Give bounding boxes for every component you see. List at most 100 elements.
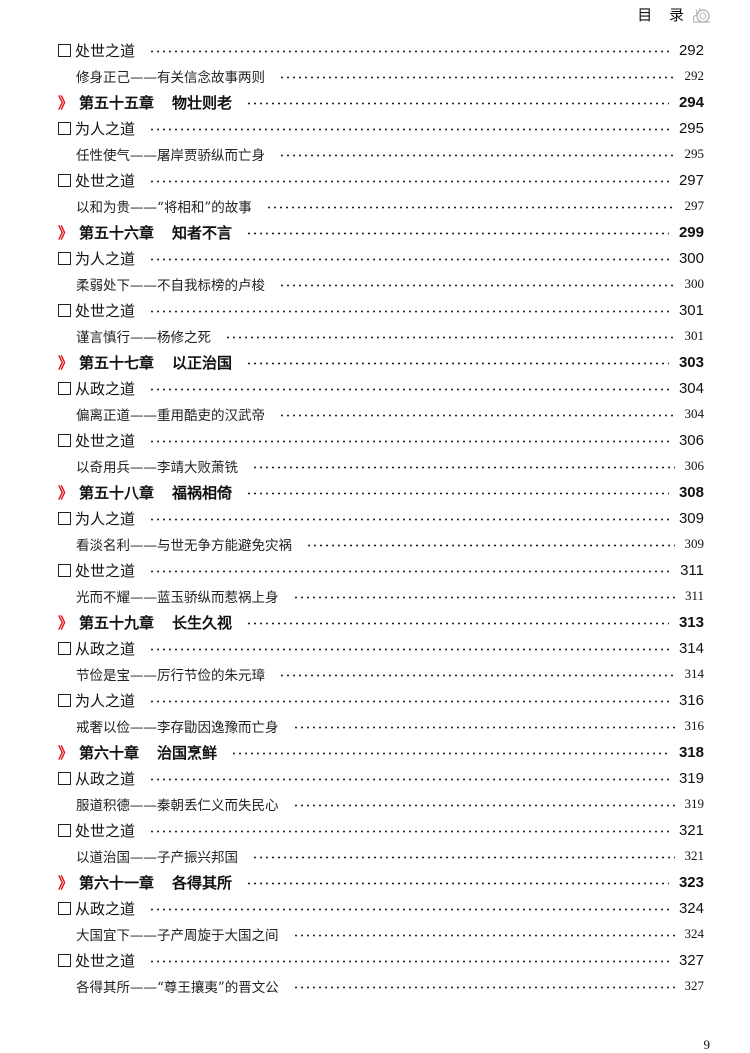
page-number-ref: 324 xyxy=(684,926,705,941)
dot-leader xyxy=(149,830,669,833)
chapter-number: 第五十九章 xyxy=(79,613,155,632)
entry-label: 从政之道 xyxy=(58,638,135,659)
toc-story-entry[interactable]: 任性使气——屠岸贾骄纵而亡身 295 xyxy=(58,141,704,167)
checkbox-square-icon xyxy=(58,303,71,317)
toc-story-entry[interactable]: 大国宜下——子产周旋于大国之间 324 xyxy=(58,921,704,947)
chapter-arrow-icon: 》 xyxy=(58,353,74,372)
page-number-ref: 309 xyxy=(678,509,704,527)
page-number-ref: 321 xyxy=(678,821,704,839)
toc-chapter-entry[interactable]: 》第六十一章 各得其所 323 xyxy=(58,869,704,895)
checkbox-square-icon xyxy=(58,641,71,655)
toc-chapter-entry[interactable]: 》第五十六章 知者不言 299 xyxy=(58,219,704,245)
page-number-ref: 327 xyxy=(678,951,704,969)
toc-section-entry[interactable]: 处世之道 297 xyxy=(58,167,704,193)
toc-story-entry[interactable]: 偏离正道——重用酷吏的汉武帝 304 xyxy=(58,401,704,427)
chapter-number: 第五十六章 xyxy=(79,223,155,242)
entry-label: 以道治国——子产振兴邦国 xyxy=(76,850,238,866)
page-number-ref: 327 xyxy=(684,978,705,993)
dot-leader xyxy=(246,362,669,365)
toc-story-entry[interactable]: 柔弱处下——不自我标榜的卢梭 300 xyxy=(58,271,704,297)
toc-section-entry[interactable]: 处世之道 311 xyxy=(58,557,704,583)
toc-story-entry[interactable]: 以和为贵——“将相和”的故事 297 xyxy=(58,193,704,219)
toc-story-entry[interactable]: 服道积德——秦朝丢仁义而失民心 319 xyxy=(58,791,704,817)
toc-chapter-entry[interactable]: 》第五十五章 物壮则老 294 xyxy=(58,89,704,115)
dot-leader xyxy=(279,674,675,677)
dot-leader xyxy=(252,856,675,859)
dot-leader xyxy=(149,960,669,963)
entry-label: 》第五十九章 长生久视 xyxy=(58,612,232,633)
entry-label: 从政之道 xyxy=(58,378,135,399)
chapter-title: 长生久视 xyxy=(172,613,233,632)
page-number-ref: 306 xyxy=(678,431,704,449)
page-number-ref: 311 xyxy=(684,588,704,603)
entry-label: 》第五十六章 知者不言 xyxy=(58,222,232,243)
chapter-arrow-icon: 》 xyxy=(58,613,74,632)
toc-story-entry[interactable]: 以道治国——子产振兴邦国 321 xyxy=(58,843,704,869)
chapter-arrow-icon: 》 xyxy=(58,873,74,892)
entry-label: 》第五十八章 福祸相倚 xyxy=(58,482,232,503)
toc-section-entry[interactable]: 为人之道 309 xyxy=(58,505,704,531)
toc-story-entry[interactable]: 谨言慎行——杨修之死 301 xyxy=(58,323,704,349)
entry-label: 节俭是宝——厉行节俭的朱元璋 xyxy=(76,668,265,684)
page-number-ref: 318 xyxy=(678,743,704,761)
page-number-ref: 314 xyxy=(684,666,705,681)
dot-leader xyxy=(246,622,669,625)
dot-leader xyxy=(246,232,669,235)
dot-leader xyxy=(225,336,675,339)
section-title: 为人之道 xyxy=(75,509,136,528)
toc-story-entry[interactable]: 看淡名利——与世无争方能避免灾祸 309 xyxy=(58,531,704,557)
entry-label: 柔弱处下——不自我标榜的卢梭 xyxy=(76,278,265,294)
dot-leader xyxy=(246,492,669,495)
toc-section-entry[interactable]: 处世之道 321 xyxy=(58,817,704,843)
dot-leader xyxy=(279,76,675,79)
toc-section-entry[interactable]: 为人之道 316 xyxy=(58,687,704,713)
dot-leader xyxy=(149,310,669,313)
toc-story-entry[interactable]: 修身正己——有关信念故事两则 292 xyxy=(58,63,704,89)
entry-label: 处世之道 xyxy=(58,40,135,61)
page-number-ref: 297 xyxy=(678,171,704,189)
section-title: 处世之道 xyxy=(75,821,136,840)
toc-story-entry[interactable]: 节俭是宝——厉行节俭的朱元璋 314 xyxy=(58,661,704,687)
toc-section-entry[interactable]: 处世之道 301 xyxy=(58,297,704,323)
toc-story-entry[interactable]: 以奇用兵——李靖大败萧铣 306 xyxy=(58,453,704,479)
toc-chapter-entry[interactable]: 》第六十章 治国烹鲜 318 xyxy=(58,739,704,765)
page-number-ref: 323 xyxy=(678,873,704,891)
toc-section-entry[interactable]: 为人之道 300 xyxy=(58,245,704,271)
toc-story-entry[interactable]: 戒奢以俭——李存勖因逸豫而亡身 316 xyxy=(58,713,704,739)
toc-section-entry[interactable]: 处世之道 292 xyxy=(58,37,704,63)
toc-chapter-entry[interactable]: 》第五十七章 以正治国 303 xyxy=(58,349,704,375)
toc-chapter-entry[interactable]: 》第五十九章 长生久视 313 xyxy=(58,609,704,635)
toc-chapter-entry[interactable]: 》第五十八章 福祸相倚 308 xyxy=(58,479,704,505)
toc-story-entry[interactable]: 光而不耀——蓝玉骄纵而惹祸上身 311 xyxy=(58,583,704,609)
entry-label: 》第五十七章 以正治国 xyxy=(58,352,232,373)
toc-story-entry[interactable]: 各得其所——“尊王攘夷”的晋文公 327 xyxy=(58,973,704,999)
entry-label: 处世之道 xyxy=(58,170,135,191)
dot-leader xyxy=(149,258,669,261)
page-number-ref: 324 xyxy=(678,899,704,917)
checkbox-square-icon xyxy=(58,121,71,135)
section-title: 处世之道 xyxy=(75,41,136,60)
toc-section-entry[interactable]: 从政之道 314 xyxy=(58,635,704,661)
checkbox-square-icon xyxy=(58,901,71,915)
page-number-ref: 301 xyxy=(684,328,705,343)
section-title: 处世之道 xyxy=(75,301,136,320)
dot-leader xyxy=(279,414,675,417)
running-header: 目 录 xyxy=(637,4,712,25)
chapter-number: 第六十章 xyxy=(79,743,140,762)
chapter-arrow-icon: 》 xyxy=(58,483,74,502)
toc-section-entry[interactable]: 处世之道 306 xyxy=(58,427,704,453)
entry-label: 为人之道 xyxy=(58,508,135,529)
toc-section-entry[interactable]: 从政之道 324 xyxy=(58,895,704,921)
chapter-number: 第五十七章 xyxy=(79,353,155,372)
entry-label: 任性使气——屠岸贾骄纵而亡身 xyxy=(76,148,265,164)
checkbox-square-icon xyxy=(58,251,71,265)
toc-section-entry[interactable]: 处世之道 327 xyxy=(58,947,704,973)
toc-section-entry[interactable]: 为人之道 295 xyxy=(58,115,704,141)
dot-leader xyxy=(149,50,669,53)
toc-section-entry[interactable]: 从政之道 319 xyxy=(58,765,704,791)
dot-leader xyxy=(149,908,669,911)
entry-label: 从政之道 xyxy=(58,768,135,789)
page-number-ref: 304 xyxy=(684,406,705,421)
toc-section-entry[interactable]: 从政之道 304 xyxy=(58,375,704,401)
chapter-title: 各得其所 xyxy=(172,873,233,892)
